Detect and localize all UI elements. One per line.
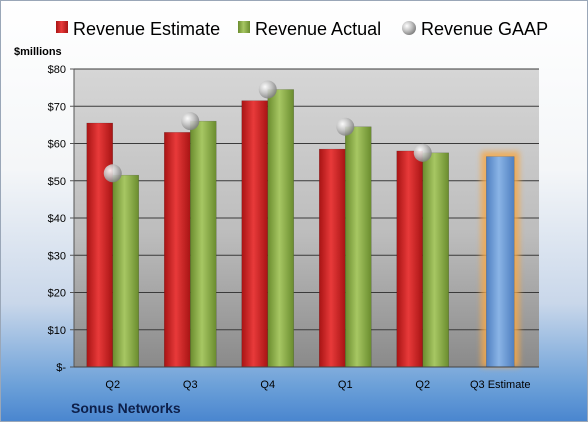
x-tick-label: Q3 <box>183 379 198 391</box>
legend-item-revenue-actual: Revenue Actual <box>238 19 381 39</box>
x-tick-label: Q1 <box>338 379 353 391</box>
marker-gaap <box>181 112 200 131</box>
legend-label-actual: Revenue Actual <box>255 19 381 39</box>
legend-swatch-actual <box>238 21 250 33</box>
marker-gaap <box>413 143 432 162</box>
marker-gaap <box>258 80 277 99</box>
y-tick-label: $- <box>56 362 66 374</box>
bar-actual <box>112 174 139 368</box>
legend-label-gaap: Revenue GAAP <box>421 19 548 39</box>
y-tick-label: $20 <box>48 288 66 300</box>
legend-item-revenue-estimate: Revenue Estimate <box>56 19 220 39</box>
bar-estimate <box>396 150 423 368</box>
bar-estimate <box>319 148 346 368</box>
x-tick-label: Q2 <box>415 379 430 391</box>
legend: Revenue Estimate Revenue Actual Revenue … <box>56 19 548 39</box>
y-tick-label: $10 <box>48 325 66 337</box>
bar-actual <box>190 120 217 368</box>
x-tick-label: Q3 Estimate <box>470 379 531 391</box>
y-tick-label: $30 <box>48 250 66 262</box>
legend-item-revenue-gaap: Revenue GAAP <box>402 19 548 39</box>
bar-actual <box>267 89 294 368</box>
bar-actual <box>345 126 372 368</box>
marker-gaap <box>336 117 355 136</box>
bar-estimate <box>86 122 113 368</box>
plot-area: $- $10 $20 $30 $40 $50 $60 $70 $80 Q2 Q3 Q4 Q1 Q2 Q3 E… <box>48 64 539 391</box>
y-tick-label: $50 <box>48 176 66 188</box>
y-tick-label: $70 <box>48 101 66 113</box>
legend-swatch-estimate <box>56 21 68 33</box>
bar-estimate <box>164 132 191 368</box>
x-tick-label: Q2 <box>105 379 120 391</box>
marker-gaap <box>103 164 122 183</box>
bar-estimate <box>241 100 268 368</box>
y-tick-label: $60 <box>48 139 66 151</box>
bar-q3-estimate <box>486 156 515 368</box>
company-name: Sonus Networks <box>71 400 181 416</box>
y-axis-unit-label: $millions <box>14 46 62 58</box>
y-tick-label: $80 <box>48 64 66 76</box>
y-tick-label: $40 <box>48 213 66 225</box>
legend-swatch-gaap <box>402 21 416 35</box>
legend-label-estimate: Revenue Estimate <box>73 19 220 39</box>
x-tick-label: Q4 <box>260 379 275 391</box>
bar-actual <box>422 152 449 368</box>
